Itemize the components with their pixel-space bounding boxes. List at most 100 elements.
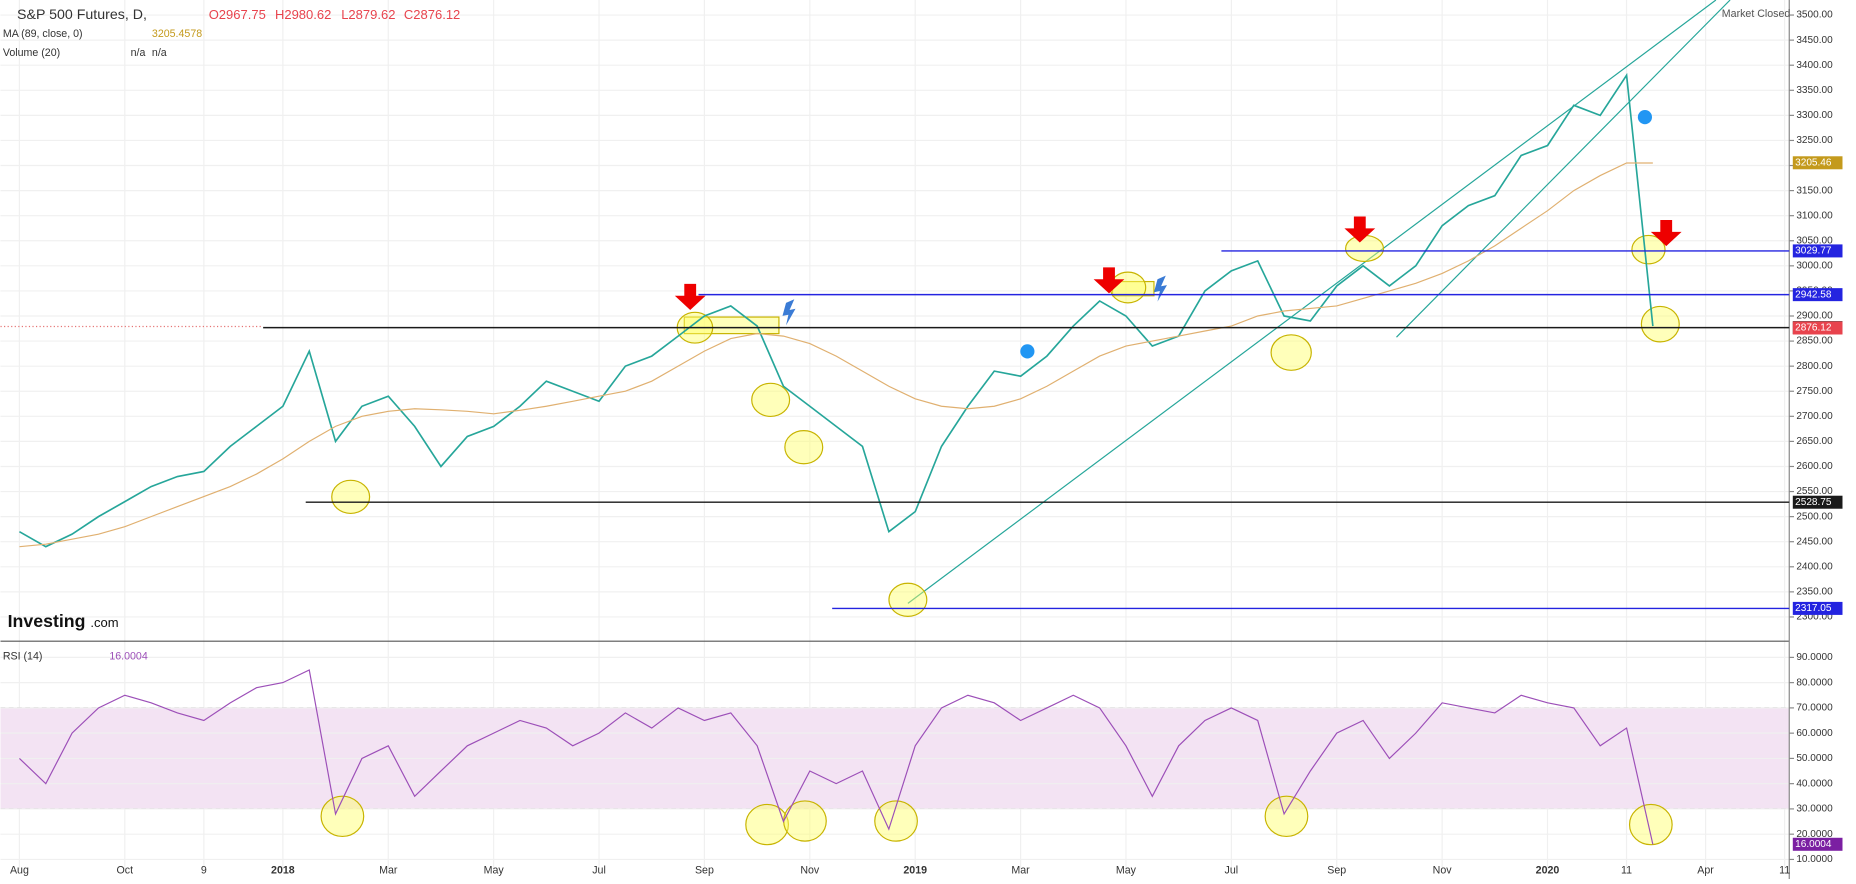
event-badge (1020, 344, 1035, 359)
circle (1345, 234, 1385, 263)
x-tick-label: Oct (117, 865, 134, 877)
y-tick-label: 2750.00 (1796, 386, 1833, 397)
x-tick-label: 9 (201, 865, 207, 877)
price-label-box (1792, 288, 1843, 302)
highlight-zone (683, 316, 780, 335)
x-tick-label: Aug (10, 865, 29, 877)
y-tick-label: 3250.00 (1796, 135, 1833, 146)
y-tick-label: 2650.00 (1796, 436, 1833, 447)
circle (1640, 305, 1680, 343)
y-tick-label: 2700.00 (1796, 411, 1833, 422)
x-tick-label: 2019 (903, 865, 927, 877)
y-tick-label: 3500.00 (1796, 10, 1833, 21)
circle (331, 479, 371, 515)
market-status: Market Closed (1722, 8, 1791, 20)
y-tick-label: 2400.00 (1796, 561, 1833, 572)
trend-line (1396, 0, 1731, 338)
circle (320, 795, 365, 838)
x-tick-label: Apr (1697, 865, 1714, 877)
ohlc-open: O2967.75 (209, 7, 266, 22)
annotations (320, 0, 1731, 846)
y-tick-label: 50.0000 (1796, 753, 1833, 764)
volume-value: n/a (131, 47, 146, 59)
y-tick-label: 3000.00 (1796, 260, 1833, 271)
x-tick-label: Sep (1327, 865, 1346, 877)
x-tick-label: Jul (592, 865, 606, 877)
ohlc-high: H2980.62 (275, 7, 331, 22)
x-tick-label: Sep (695, 865, 714, 877)
y-tick-label: 2450.00 (1796, 536, 1833, 547)
circle (1270, 334, 1312, 371)
ma-label: MA (89, close, 0) (3, 28, 83, 40)
y-tick-label: 30.0000 (1796, 804, 1833, 815)
x-tick-label: Mar (1011, 865, 1030, 877)
bolt-icon (1153, 275, 1167, 302)
circle (874, 800, 918, 842)
y-tick-label: 2600.00 (1796, 461, 1833, 472)
price-label: 2942.58 (1795, 289, 1832, 300)
price-label: 2876.12 (1795, 323, 1832, 334)
x-tick-label: May (1116, 865, 1137, 877)
y-tick-label: 10.0000 (1796, 854, 1833, 865)
ohlc-close: C2876.12 (404, 7, 460, 22)
circle (783, 800, 827, 842)
y-tick-label: 2850.00 (1796, 336, 1833, 347)
y-tick-label: 40.0000 (1796, 778, 1833, 789)
event-badge (1637, 110, 1653, 125)
x-tick-label: Mar (379, 865, 398, 877)
price-label: 2317.05 (1795, 603, 1832, 614)
price-label: 3029.77 (1795, 246, 1832, 257)
price-label-box (1792, 837, 1843, 851)
y-tick-label: 3450.00 (1796, 35, 1833, 46)
circle (1264, 795, 1309, 838)
brand-suffix: .com (90, 615, 118, 630)
y-tick-label: 60.0000 (1796, 728, 1833, 739)
x-tick-label: May (484, 865, 505, 877)
x-tick-label: 2018 (271, 865, 295, 877)
y-tick-label: 3050.00 (1796, 235, 1833, 246)
price-label-box (1792, 321, 1843, 335)
y-tick-label: 2900.00 (1796, 311, 1833, 322)
series-line (19, 72, 1654, 548)
ohlc-low: L2879.62 (341, 7, 395, 22)
price-label: 3205.46 (1795, 157, 1832, 168)
circle (1631, 234, 1666, 265)
x-tick-label: Nov (1433, 865, 1453, 877)
rsi-label: RSI (14) (3, 650, 43, 662)
x-tick-label: 11 (1621, 865, 1632, 877)
y-tick-label: 3350.00 (1796, 85, 1833, 96)
y-tick-label: 3150.00 (1796, 185, 1833, 196)
down-arrow (1650, 220, 1682, 247)
circle (745, 803, 789, 846)
ma-value: 3205.4578 (152, 28, 202, 40)
arrows (674, 110, 1682, 359)
x-tick-label: Nov (800, 865, 820, 877)
y-tick-label: 90.0000 (1796, 652, 1833, 663)
circle (888, 582, 928, 617)
y-tick-label: 2300.00 (1796, 612, 1833, 623)
brand: Investing (8, 611, 86, 631)
y-tick-label: 80.0000 (1796, 677, 1833, 688)
volume-label: Volume (20) (3, 47, 60, 59)
circle (751, 382, 791, 418)
volume-value: n/a (152, 47, 167, 59)
price-label-box (1792, 244, 1843, 258)
price-label: 16.0004 (1795, 839, 1832, 850)
y-tick-label: 2350.00 (1796, 587, 1833, 598)
y-tick-label: 3300.00 (1796, 110, 1833, 121)
price-label: 2528.75 (1795, 497, 1832, 508)
price-label-box (1792, 601, 1843, 615)
price-label-box (1792, 495, 1843, 509)
circle (784, 430, 824, 465)
bolt-icon (782, 299, 796, 326)
circle (1109, 271, 1147, 304)
y-tick-label: 70.0000 (1796, 703, 1833, 714)
circle (1628, 803, 1673, 846)
rsi-value: 16.0004 (109, 650, 147, 662)
price-label-box (1792, 156, 1843, 170)
series-line (19, 162, 1653, 548)
down-arrow (1344, 216, 1376, 243)
down-arrow (674, 283, 706, 310)
